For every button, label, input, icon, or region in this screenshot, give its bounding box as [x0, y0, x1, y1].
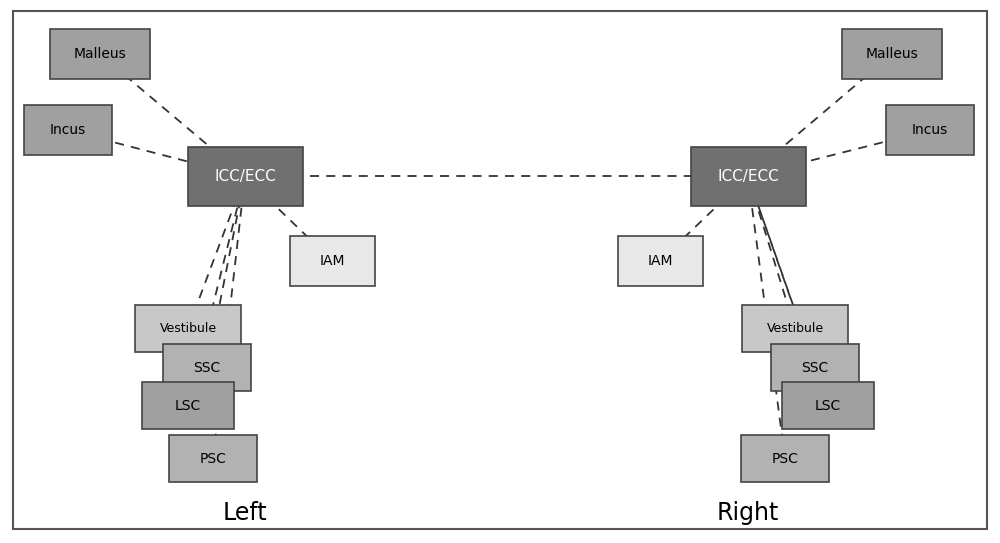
- FancyBboxPatch shape: [290, 236, 375, 286]
- FancyBboxPatch shape: [886, 105, 974, 155]
- FancyBboxPatch shape: [782, 382, 874, 429]
- FancyBboxPatch shape: [135, 305, 241, 352]
- Text: Malleus: Malleus: [866, 47, 918, 61]
- Text: Incus: Incus: [50, 123, 86, 137]
- FancyBboxPatch shape: [618, 236, 702, 286]
- Text: Left: Left: [223, 501, 267, 525]
- Text: LSC: LSC: [175, 399, 201, 413]
- Text: IAM: IAM: [319, 254, 345, 268]
- FancyBboxPatch shape: [842, 29, 942, 79]
- FancyBboxPatch shape: [169, 435, 257, 482]
- Text: PSC: PSC: [200, 452, 226, 466]
- FancyBboxPatch shape: [163, 344, 251, 391]
- FancyBboxPatch shape: [690, 147, 806, 206]
- Text: IAM: IAM: [647, 254, 673, 268]
- Text: Vestibule: Vestibule: [159, 322, 217, 335]
- FancyBboxPatch shape: [741, 435, 829, 482]
- FancyBboxPatch shape: [24, 105, 112, 155]
- Text: Incus: Incus: [912, 123, 948, 137]
- Text: Malleus: Malleus: [74, 47, 126, 61]
- FancyBboxPatch shape: [188, 147, 302, 206]
- FancyBboxPatch shape: [742, 305, 848, 352]
- Text: ICC/ECC: ICC/ECC: [717, 169, 779, 184]
- Text: LSC: LSC: [815, 399, 841, 413]
- FancyBboxPatch shape: [771, 344, 859, 391]
- Text: Right: Right: [717, 501, 779, 525]
- Text: Vestibule: Vestibule: [766, 322, 824, 335]
- FancyBboxPatch shape: [142, 382, 234, 429]
- Text: SSC: SSC: [801, 361, 829, 375]
- Text: PSC: PSC: [772, 452, 798, 466]
- Text: SSC: SSC: [193, 361, 221, 375]
- Text: ICC/ECC: ICC/ECC: [214, 169, 276, 184]
- FancyBboxPatch shape: [50, 29, 150, 79]
